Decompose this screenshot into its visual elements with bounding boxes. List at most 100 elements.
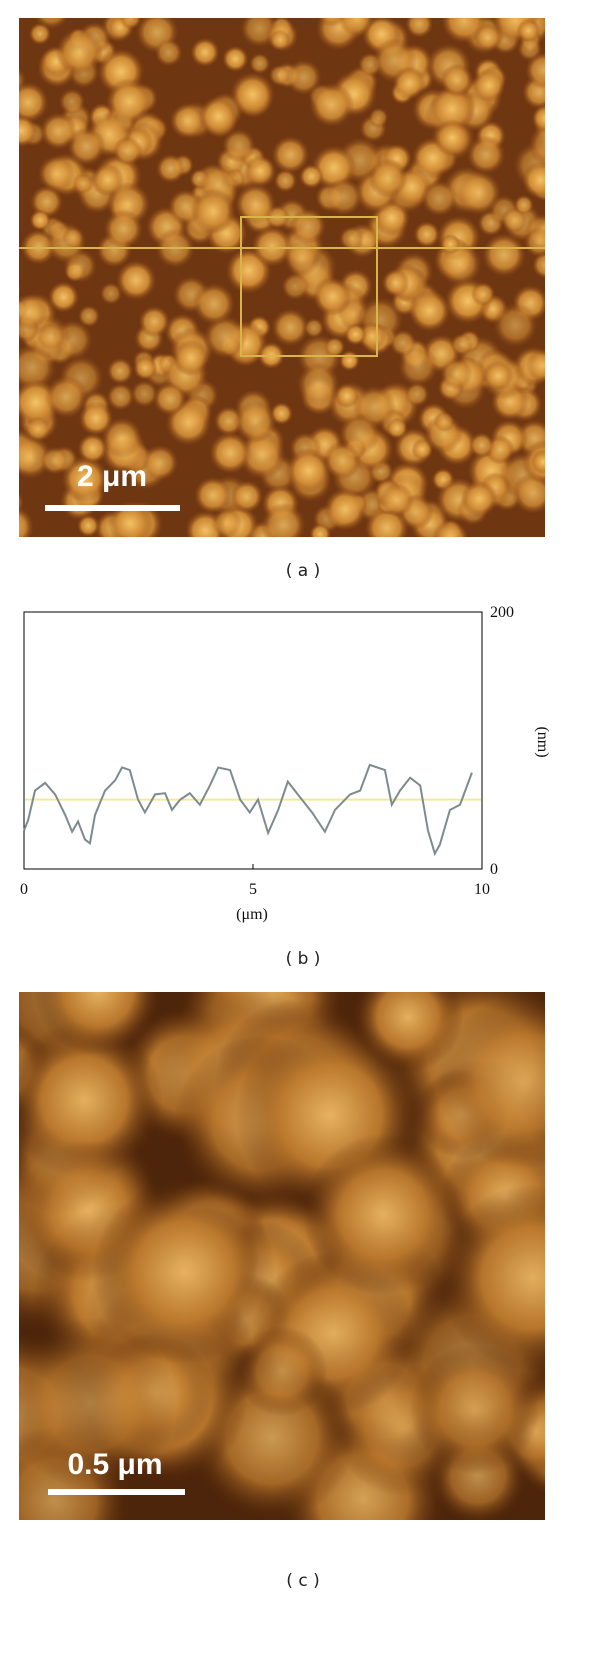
grain	[381, 268, 410, 297]
grain	[106, 382, 135, 411]
grain	[379, 483, 414, 517]
grain	[62, 226, 85, 249]
grain	[334, 383, 360, 409]
grain	[39, 112, 78, 150]
grain	[58, 88, 86, 116]
grain	[440, 234, 461, 255]
grain	[513, 194, 534, 215]
grain	[386, 417, 408, 440]
grain	[289, 207, 327, 245]
grain	[530, 449, 545, 475]
grain	[405, 18, 434, 39]
grain	[192, 282, 236, 326]
grain	[296, 362, 341, 406]
grain	[190, 188, 237, 235]
grain	[234, 183, 277, 225]
grain	[44, 375, 88, 419]
grain	[77, 433, 108, 464]
grain	[55, 28, 104, 76]
grain	[285, 59, 322, 96]
grain	[130, 379, 159, 408]
grain	[141, 444, 179, 482]
grain	[317, 18, 346, 27]
grain	[154, 38, 183, 67]
grain	[37, 155, 75, 193]
grain	[526, 349, 545, 382]
grains	[19, 18, 545, 537]
grain	[29, 209, 52, 232]
grain	[516, 18, 541, 43]
grain	[338, 225, 365, 252]
grain	[37, 322, 65, 351]
x-tick-label: 10	[474, 881, 490, 898]
grain	[471, 68, 506, 103]
y-tick-label: 200	[490, 604, 514, 621]
grain	[19, 81, 49, 123]
grain	[398, 346, 439, 387]
zoom-box	[240, 216, 378, 357]
grain	[90, 163, 125, 197]
x-axis-label: (μm)	[236, 906, 268, 923]
grain	[309, 82, 354, 128]
grain	[528, 123, 545, 166]
x-tick-label: 5	[249, 881, 257, 898]
grain	[155, 153, 186, 184]
grain	[19, 114, 38, 148]
grain	[72, 173, 94, 194]
grain	[521, 161, 545, 199]
grain	[172, 339, 210, 377]
grain	[106, 357, 134, 385]
grain	[19, 1021, 163, 1179]
grain	[433, 411, 455, 433]
grain	[40, 446, 69, 475]
grain	[193, 476, 232, 515]
grain	[233, 400, 277, 444]
grain	[19, 293, 48, 331]
y-tick-label: 0	[490, 861, 498, 878]
grain	[281, 272, 310, 301]
grain	[119, 18, 142, 30]
grain	[19, 506, 35, 537]
grain	[76, 514, 100, 537]
grain	[105, 78, 153, 125]
grain	[471, 281, 496, 307]
grain	[338, 412, 381, 456]
grain	[436, 995, 545, 1170]
grain	[404, 382, 430, 407]
grain	[338, 18, 375, 37]
grain	[323, 487, 368, 531]
grain	[99, 282, 123, 305]
grain	[456, 170, 502, 216]
grain	[112, 136, 143, 166]
grain	[493, 302, 538, 348]
grain	[439, 1184, 545, 1372]
grain	[409, 1344, 540, 1475]
grain	[230, 480, 264, 513]
grain	[92, 1179, 277, 1365]
grain	[481, 232, 527, 278]
grain	[25, 416, 51, 442]
grain	[271, 308, 310, 347]
grain	[28, 22, 52, 46]
grain	[523, 226, 545, 258]
grain	[238, 431, 286, 480]
scale-bar	[45, 505, 180, 511]
grain	[439, 357, 473, 391]
grain	[413, 221, 441, 248]
grain	[466, 135, 506, 175]
grain	[312, 276, 352, 317]
scale-bar-label: 0.5 μm	[67, 1448, 162, 1481]
grain	[67, 127, 106, 166]
grain	[268, 64, 291, 87]
grain	[431, 520, 469, 537]
grain	[324, 177, 363, 217]
grain	[61, 455, 109, 503]
grain	[468, 432, 495, 459]
grain	[524, 51, 545, 89]
grain	[78, 401, 114, 436]
grain	[285, 447, 332, 494]
grain	[352, 992, 464, 1073]
grain	[19, 1317, 177, 1490]
grain	[428, 85, 476, 133]
